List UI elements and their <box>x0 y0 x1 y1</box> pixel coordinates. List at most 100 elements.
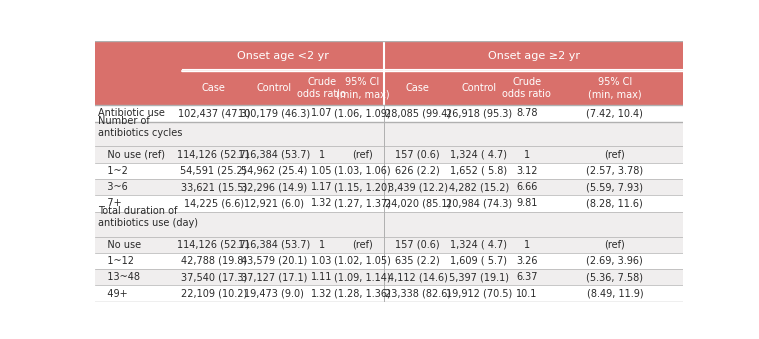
Text: 1: 1 <box>319 240 325 250</box>
Text: 43,579 (20.1): 43,579 (20.1) <box>241 256 307 266</box>
Text: 95% CI
(min, max): 95% CI (min, max) <box>335 77 389 99</box>
Text: 6.66: 6.66 <box>516 182 537 192</box>
Text: (1.06, 1.09): (1.06, 1.09) <box>334 108 391 118</box>
Text: Control: Control <box>461 83 496 93</box>
Text: 12,921 (6.0): 12,921 (6.0) <box>244 198 304 208</box>
Text: 33,621 (15.5): 33,621 (15.5) <box>181 182 247 192</box>
Text: 37,127 (17.1): 37,127 (17.1) <box>241 272 307 282</box>
Text: 13~48: 13~48 <box>98 272 140 282</box>
Text: 114,126 (52.7): 114,126 (52.7) <box>178 149 250 160</box>
Text: 102,437 (47.3): 102,437 (47.3) <box>178 108 250 118</box>
Text: (ref): (ref) <box>604 149 625 160</box>
Bar <box>95 285 683 302</box>
Text: 37,540 (17.3): 37,540 (17.3) <box>181 272 247 282</box>
Text: (1.02, 1.05): (1.02, 1.05) <box>334 256 391 266</box>
Text: Antibiotic use: Antibiotic use <box>98 108 165 118</box>
Bar <box>95 41 683 71</box>
Bar <box>95 163 683 179</box>
Text: 1.17: 1.17 <box>311 182 332 192</box>
Bar <box>95 237 683 253</box>
Text: Onset age <2 yr: Onset age <2 yr <box>237 51 329 61</box>
Bar <box>95 146 683 163</box>
Text: 1~12: 1~12 <box>98 256 134 266</box>
Text: Crude
odds ratio: Crude odds ratio <box>298 77 346 99</box>
Text: 1,652 ( 5.8): 1,652 ( 5.8) <box>450 166 508 176</box>
Text: (2.57, 3.78): (2.57, 3.78) <box>586 166 644 176</box>
Text: 4,112 (14.6): 4,112 (14.6) <box>388 272 448 282</box>
Text: (8.28, 11.6): (8.28, 11.6) <box>587 198 643 208</box>
Text: 14,225 (6.6): 14,225 (6.6) <box>184 198 244 208</box>
Text: (5.36, 7.58): (5.36, 7.58) <box>587 272 644 282</box>
Text: 9.81: 9.81 <box>516 198 537 208</box>
Text: 8.78: 8.78 <box>516 108 537 118</box>
Text: 19,912 (70.5): 19,912 (70.5) <box>446 288 512 299</box>
Text: Control: Control <box>257 83 292 93</box>
Text: (8.49, 11.9): (8.49, 11.9) <box>587 288 643 299</box>
Bar <box>95 195 683 212</box>
Text: 157 (0.6): 157 (0.6) <box>395 240 440 250</box>
Text: 23,338 (82.6): 23,338 (82.6) <box>385 288 451 299</box>
Text: 116,384 (53.7): 116,384 (53.7) <box>238 240 310 250</box>
Bar <box>95 253 683 269</box>
Text: 1: 1 <box>319 149 325 160</box>
Text: 54,591 (25.2): 54,591 (25.2) <box>181 166 247 176</box>
Text: Onset age ≥2 yr: Onset age ≥2 yr <box>488 51 580 61</box>
Bar <box>95 105 683 121</box>
Text: Case: Case <box>406 83 430 93</box>
Text: 10.1: 10.1 <box>516 288 537 299</box>
Text: 42,788 (19.8): 42,788 (19.8) <box>181 256 247 266</box>
Text: (1.15, 1.20): (1.15, 1.20) <box>334 182 391 192</box>
Text: 26,918 (95.3): 26,918 (95.3) <box>446 108 512 118</box>
Text: No use (ref): No use (ref) <box>98 149 165 160</box>
Text: (1.09, 1.14): (1.09, 1.14) <box>334 272 391 282</box>
Bar <box>95 212 683 237</box>
Text: No use: No use <box>98 240 141 250</box>
Text: 626 (2.2): 626 (2.2) <box>395 166 440 176</box>
Text: (2.69, 3.96): (2.69, 3.96) <box>587 256 643 266</box>
Text: 19,473 (9.0): 19,473 (9.0) <box>244 288 304 299</box>
Text: Total duration of
antibiotics use (day): Total duration of antibiotics use (day) <box>98 206 198 228</box>
Text: 1,324 ( 4.7): 1,324 ( 4.7) <box>451 149 508 160</box>
Text: 157 (0.6): 157 (0.6) <box>395 149 440 160</box>
Text: 1: 1 <box>524 240 530 250</box>
Text: (1.27, 1.37): (1.27, 1.37) <box>334 198 391 208</box>
Text: 635 (2.2): 635 (2.2) <box>395 256 440 266</box>
Text: 100,179 (46.3): 100,179 (46.3) <box>238 108 310 118</box>
Bar <box>95 269 683 285</box>
Text: Crude
odds ratio: Crude odds ratio <box>502 77 551 99</box>
Text: Case: Case <box>202 83 225 93</box>
Text: 1.32: 1.32 <box>311 198 332 208</box>
Text: (ref): (ref) <box>352 240 373 250</box>
Text: Number of
antibiotics cycles: Number of antibiotics cycles <box>98 116 182 138</box>
Text: (1.28, 1.36): (1.28, 1.36) <box>334 288 391 299</box>
Text: 20,984 (74.3): 20,984 (74.3) <box>446 198 512 208</box>
Text: 7+: 7+ <box>98 198 121 208</box>
Text: (1.03, 1.06): (1.03, 1.06) <box>334 166 391 176</box>
Text: 3.26: 3.26 <box>516 256 537 266</box>
Text: 3,439 (12.2): 3,439 (12.2) <box>388 182 448 192</box>
Text: 28,085 (99.4): 28,085 (99.4) <box>385 108 451 118</box>
Text: 4,282 (15.2): 4,282 (15.2) <box>449 182 509 192</box>
Text: (ref): (ref) <box>604 240 625 250</box>
Text: 1~2: 1~2 <box>98 166 128 176</box>
Text: 3~6: 3~6 <box>98 182 128 192</box>
Text: (7.42, 10.4): (7.42, 10.4) <box>587 108 644 118</box>
Text: (5.59, 7.93): (5.59, 7.93) <box>587 182 644 192</box>
Text: 116,384 (53.7): 116,384 (53.7) <box>238 149 310 160</box>
Text: 54,962 (25.4): 54,962 (25.4) <box>241 166 307 176</box>
Bar <box>95 71 683 105</box>
Text: 49+: 49+ <box>98 288 128 299</box>
Text: 24,020 (85.1): 24,020 (85.1) <box>385 198 451 208</box>
Text: 32,296 (14.9): 32,296 (14.9) <box>241 182 307 192</box>
Text: 1: 1 <box>524 149 530 160</box>
Text: 6.37: 6.37 <box>516 272 537 282</box>
Text: (ref): (ref) <box>352 149 373 160</box>
Text: 1.32: 1.32 <box>311 288 332 299</box>
Text: 1.11: 1.11 <box>311 272 332 282</box>
Text: 5,397 (19.1): 5,397 (19.1) <box>449 272 509 282</box>
Text: 1.05: 1.05 <box>311 166 332 176</box>
Text: 22,109 (10.2): 22,109 (10.2) <box>181 288 247 299</box>
Text: 95% CI
(min, max): 95% CI (min, max) <box>588 77 641 99</box>
Text: 1.03: 1.03 <box>311 256 332 266</box>
Text: 1.07: 1.07 <box>311 108 332 118</box>
